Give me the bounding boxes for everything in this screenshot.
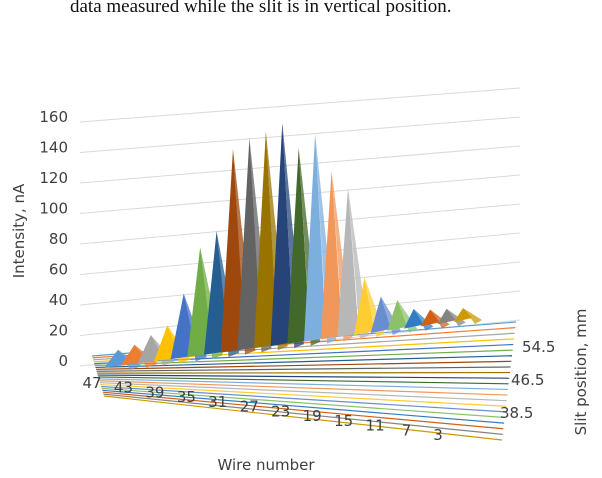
z-tick-label: 160 <box>39 108 68 126</box>
peak-wire-13 <box>387 299 408 331</box>
peak-wire-27 <box>270 122 294 347</box>
chart-series <box>104 122 482 370</box>
z-tick-label: 0 <box>58 352 68 370</box>
peak-wire-17 <box>354 277 375 336</box>
peak-side <box>430 309 450 329</box>
floor-line <box>97 374 510 379</box>
floor-line <box>100 383 507 407</box>
x-tick-label: 11 <box>366 417 385 435</box>
floor-line <box>102 391 504 430</box>
floor-line <box>98 376 509 385</box>
peak-wire-15 <box>370 296 392 333</box>
z-tick-label: 60 <box>49 261 68 279</box>
floor-line <box>103 395 503 441</box>
x-tick-label: 7 <box>402 421 412 439</box>
floor-line <box>99 382 507 402</box>
z-tick-label: 80 <box>49 230 68 248</box>
peak-wire-7 <box>437 308 456 325</box>
peak-side <box>413 308 434 331</box>
floor-line <box>95 355 513 369</box>
z-tick-label: 40 <box>49 291 68 309</box>
peak-wire-29 <box>254 131 278 349</box>
y-tick-label: 38.5 <box>500 404 533 422</box>
y-tick-label: 54.5 <box>522 338 555 356</box>
x-tick-label: 31 <box>208 393 227 411</box>
peak-wire-25 <box>287 147 311 344</box>
x-tick-label: 15 <box>334 412 353 430</box>
y-axis-ticks: 38.5 46.5 54.5 <box>500 338 555 422</box>
floor-line <box>99 380 508 396</box>
z-tick-label: 20 <box>49 322 68 340</box>
y-axis-title: Slit position, mm <box>572 309 590 436</box>
z-axis-title: Intensity, nA <box>10 183 28 278</box>
peak-wire-19 <box>337 188 359 338</box>
peak-side <box>446 308 466 327</box>
gridline <box>79 116 521 153</box>
y-tick-label: 46.5 <box>511 371 544 389</box>
x-tick-label: 47 <box>82 374 101 392</box>
x-tick-label: 3 <box>433 426 443 444</box>
z-tick-label: 100 <box>39 200 68 218</box>
peak-wire-9 <box>420 309 440 327</box>
z-axis-ticks: 0 20 40 60 80 100 120 140 160 <box>39 108 68 370</box>
peak-wire-23 <box>304 134 327 342</box>
peak-wire-37 <box>187 247 213 358</box>
x-axis-ticks: 47 43 39 35 31 27 23 19 15 11 7 3 <box>82 374 442 444</box>
peak-wire-5 <box>454 307 472 322</box>
peak-wire-21 <box>320 171 343 340</box>
x-tick-label: 43 <box>114 379 133 397</box>
x-tick-label: 39 <box>145 383 164 401</box>
x-axis-title: Wire number <box>217 456 315 474</box>
floor-line <box>102 389 505 424</box>
floor-line <box>98 378 509 391</box>
z-tick-label: 140 <box>39 139 68 157</box>
figure-caption: data measured while the slit is in verti… <box>70 0 452 17</box>
peak-wire-11 <box>404 308 424 329</box>
x-tick-label: 19 <box>303 407 322 425</box>
x-tick-label: 35 <box>177 388 196 406</box>
z-tick-label: 120 <box>39 169 68 187</box>
x-tick-label: 27 <box>240 398 259 416</box>
floor-line <box>95 360 512 370</box>
peak-wire-31 <box>237 137 262 351</box>
floor-line <box>101 387 505 419</box>
peak-wire-33 <box>220 149 246 353</box>
floor-line <box>101 385 506 413</box>
x-tick-label: 23 <box>271 402 290 420</box>
peak-side <box>463 307 482 324</box>
floor-line <box>97 371 511 374</box>
floor-line <box>96 366 511 372</box>
gridline <box>79 87 521 123</box>
floor-line <box>103 393 503 435</box>
